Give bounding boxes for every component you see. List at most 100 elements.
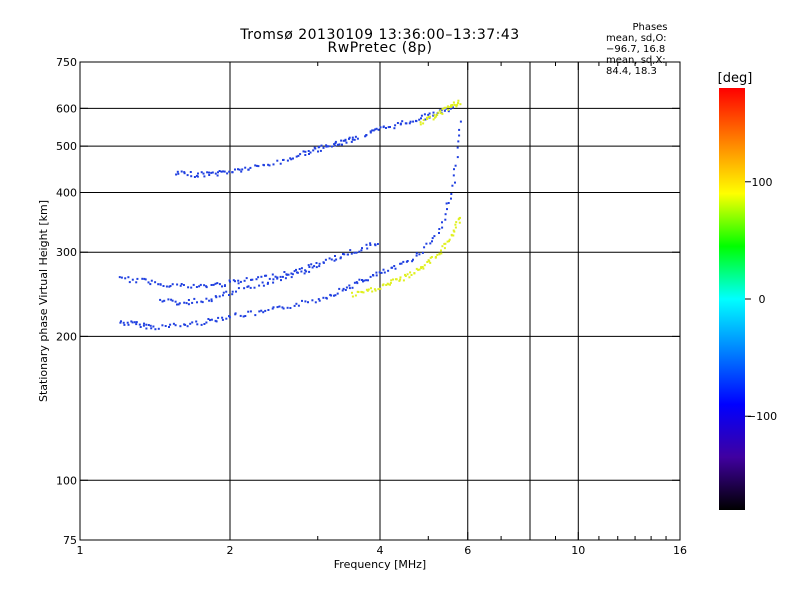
colorbar-ticks: 100 0 −100 (745, 176, 777, 423)
data-point (428, 112, 431, 115)
data-point (142, 324, 145, 327)
data-point (282, 307, 285, 310)
data-point (189, 322, 192, 325)
axis-ticks: 1 2 4 6 10 16 75 100 200 300 400 500 600 750 (56, 56, 687, 557)
data-point (218, 170, 221, 172)
data-point (353, 251, 356, 254)
data-point (226, 172, 229, 175)
data-point (177, 303, 180, 306)
data-point (171, 299, 174, 302)
data-point (334, 144, 337, 147)
data-point (243, 279, 246, 282)
data-point (231, 290, 234, 293)
data-point (398, 279, 401, 282)
data-point (422, 119, 425, 122)
data-point (314, 301, 317, 304)
data-point (399, 262, 402, 265)
data-point (450, 193, 453, 195)
data-point (293, 304, 296, 307)
data-point (307, 264, 310, 267)
y-tick-label: 600 (56, 102, 77, 115)
y-tick-label: 500 (56, 140, 77, 153)
data-point (141, 277, 144, 280)
data-point (304, 269, 307, 272)
data-point (434, 116, 436, 119)
data-point (433, 235, 436, 238)
data-point (221, 285, 223, 288)
data-point (268, 164, 271, 167)
data-point (390, 279, 393, 282)
data-point (199, 283, 202, 286)
data-point (262, 311, 265, 314)
data-point (161, 324, 164, 327)
phase-stats-x: mean, sd,X: 84.4, 18.3 (606, 55, 666, 77)
data-point (179, 284, 182, 287)
data-point (289, 307, 292, 309)
data-point (214, 295, 217, 298)
data-point (327, 145, 330, 148)
data-point (431, 237, 434, 240)
data-point (355, 251, 358, 254)
data-point (196, 175, 199, 178)
data-point (130, 320, 133, 323)
data-point (365, 243, 368, 246)
data-point (157, 283, 160, 286)
data-point (337, 143, 339, 146)
data-point (401, 120, 404, 123)
data-point (422, 122, 425, 125)
data-point (247, 310, 250, 313)
x-tick-label: 2 (227, 544, 234, 557)
data-point (377, 288, 380, 291)
data-point (223, 170, 226, 173)
data-point (210, 298, 213, 301)
data-point (348, 284, 351, 287)
data-point (215, 320, 218, 323)
data-point (411, 260, 414, 263)
data-point (360, 249, 363, 252)
data-point (342, 139, 345, 142)
data-point (351, 295, 354, 298)
data-point (392, 278, 394, 281)
data-point (276, 277, 279, 280)
data-point (189, 171, 192, 173)
data-point (131, 321, 134, 324)
colorbar-tick-label: 100 (752, 176, 773, 189)
data-point (393, 265, 396, 267)
data-point (427, 113, 430, 116)
data-point (271, 307, 274, 310)
colorbar: [deg] 100 0 −100 (718, 71, 777, 510)
data-point (353, 281, 356, 284)
data-point (267, 163, 270, 166)
data-point (182, 284, 185, 286)
data-point (389, 126, 391, 128)
data-point (315, 262, 318, 264)
data-point (298, 268, 301, 270)
data-point (123, 323, 126, 326)
data-point (176, 283, 179, 286)
data-point (163, 299, 166, 302)
data-point (174, 324, 177, 327)
data-point (351, 136, 354, 139)
data-point (387, 269, 390, 272)
data-point (251, 278, 254, 281)
data-point (239, 280, 242, 283)
data-point (415, 252, 418, 255)
data-point (361, 279, 363, 281)
data-point (222, 291, 225, 294)
grid (80, 62, 680, 540)
data-point (176, 170, 179, 173)
data-point (356, 282, 359, 285)
data-point (358, 250, 361, 253)
x-tick-label: 4 (377, 544, 384, 557)
data-point (234, 312, 237, 315)
data-point (276, 159, 279, 162)
phase-stats-title: Phases (632, 22, 668, 33)
data-point (394, 267, 397, 270)
data-point (423, 264, 426, 267)
data-point (175, 173, 178, 176)
data-point (243, 287, 246, 290)
data-point (311, 299, 314, 302)
data-point (457, 99, 460, 102)
data-point (249, 310, 252, 313)
